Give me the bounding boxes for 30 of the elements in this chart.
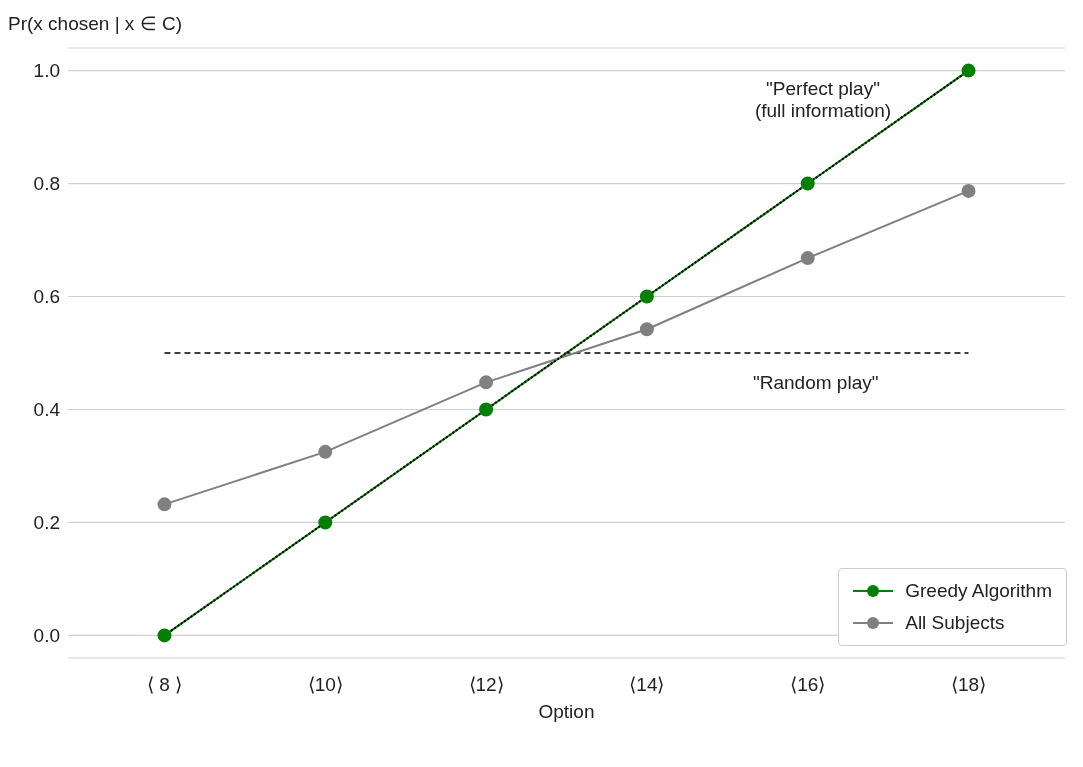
- point: [639, 289, 654, 304]
- annotation: "Perfect play" (full information): [753, 78, 893, 122]
- ref-line-label: "Random play": [753, 372, 879, 393]
- y-tick-label: 0.4: [33, 399, 61, 421]
- y-tick-label: 0.2: [33, 512, 60, 534]
- y-tick-label: 1.0: [33, 60, 60, 82]
- y-tick-label: 0.6: [33, 286, 60, 308]
- x-axis-title: Option: [538, 701, 595, 722]
- x-tick-label: ⟨16⟩: [790, 674, 826, 696]
- point: [800, 251, 815, 266]
- legend-label: Greedy Algorithm: [905, 580, 1052, 602]
- point: [639, 322, 654, 337]
- point: [479, 402, 494, 417]
- x-tick-label: ⟨14⟩: [629, 674, 665, 696]
- point: [800, 176, 815, 191]
- point: [157, 497, 172, 512]
- y-tick-label: 0.8: [33, 173, 60, 195]
- legend-label: All Subjects: [905, 612, 1005, 634]
- x-tick-label: ⟨12⟩: [468, 674, 504, 696]
- point: [318, 515, 333, 530]
- point: [479, 375, 494, 390]
- point: [318, 444, 333, 459]
- x-tick-label: ⟨18⟩: [950, 674, 987, 696]
- x-tick-label: ⟨ 8 ⟩: [146, 674, 183, 696]
- y-tick-label: 0.0: [33, 625, 60, 647]
- point: [961, 63, 976, 78]
- point: [157, 628, 172, 643]
- point: [961, 183, 976, 198]
- x-tick-label: ⟨10⟩: [307, 674, 343, 696]
- y-axis-title: Pr(x chosen | x ∈ C): [8, 12, 182, 35]
